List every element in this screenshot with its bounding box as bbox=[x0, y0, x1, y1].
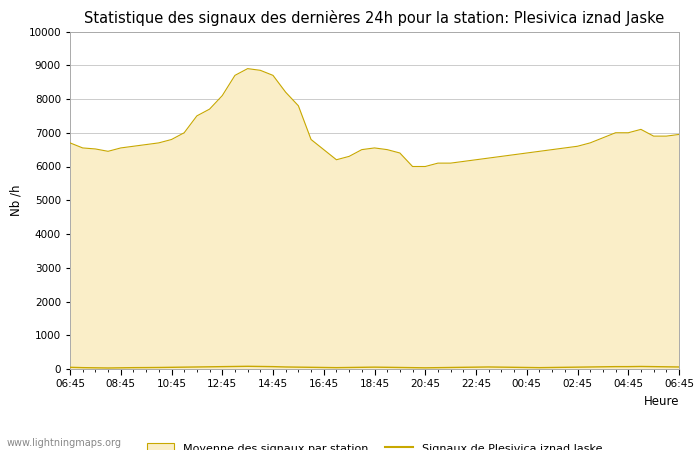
Y-axis label: Nb /h: Nb /h bbox=[10, 184, 23, 216]
Title: Statistique des signaux des dernières 24h pour la station: Plesivica iznad Jaske: Statistique des signaux des dernières 24… bbox=[85, 10, 664, 26]
X-axis label: Heure: Heure bbox=[643, 395, 679, 408]
Text: www.lightningmaps.org: www.lightningmaps.org bbox=[7, 438, 122, 448]
Legend: Moyenne des signaux par station, Signaux de Plesivica iznad Jaske: Moyenne des signaux par station, Signaux… bbox=[142, 438, 607, 450]
